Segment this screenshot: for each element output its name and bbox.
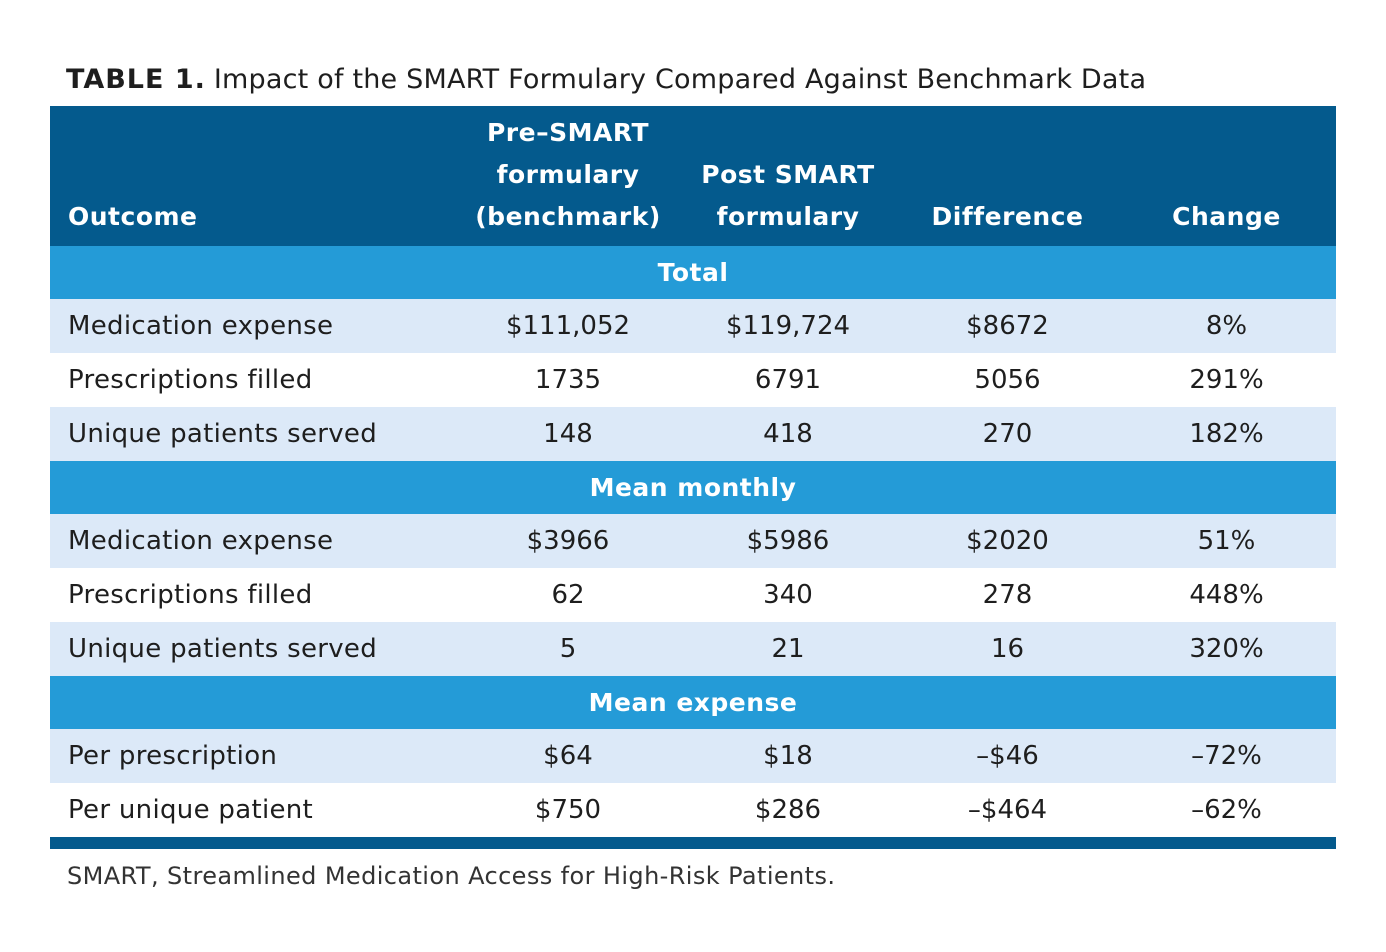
- cell-post: 418: [678, 407, 898, 461]
- table-row: Per prescription $64 $18 –$46 –72%: [50, 729, 1336, 783]
- table-row: Unique patients served 148 418 270 182%: [50, 407, 1336, 461]
- table-footnote: SMART, Streamlined Medication Access for…: [67, 862, 836, 890]
- table-row: Per unique patient $750 $286 –$464 –62%: [50, 783, 1336, 837]
- cell-pre: 62: [458, 568, 678, 622]
- table-header: Outcome Pre–SMART formulary (benchmark) Po…: [50, 106, 1336, 246]
- cell-outcome: Medication expense: [50, 514, 458, 568]
- cell-change: –72%: [1117, 729, 1336, 783]
- cell-pre: 1735: [458, 353, 678, 407]
- column-header-outcome: Outcome: [50, 106, 458, 246]
- cell-pre: 5: [458, 622, 678, 676]
- cell-difference: $2020: [898, 514, 1117, 568]
- cell-change: 320%: [1117, 622, 1336, 676]
- cell-post: $119,724: [678, 299, 898, 353]
- cell-difference: 16: [898, 622, 1117, 676]
- data-table: Outcome Pre–SMART formulary (benchmark) Po…: [50, 106, 1336, 837]
- cell-pre: 148: [458, 407, 678, 461]
- cell-outcome: Prescriptions filled: [50, 353, 458, 407]
- cell-post: 21: [678, 622, 898, 676]
- data-table-container: Outcome Pre–SMART formulary (benchmark) Po…: [50, 106, 1336, 849]
- cell-pre: $64: [458, 729, 678, 783]
- cell-outcome: Per unique patient: [50, 783, 458, 837]
- column-header-post-smart: Post SMART formulary: [678, 106, 898, 246]
- column-header-difference: Difference: [898, 106, 1117, 246]
- cell-difference: $8672: [898, 299, 1117, 353]
- cell-post: 6791: [678, 353, 898, 407]
- table-bottom-rule: [50, 837, 1336, 849]
- column-header-pre-smart: Pre–SMART formulary (benchmark): [458, 106, 678, 246]
- section-title: Total: [50, 246, 1336, 299]
- cell-post: $5986: [678, 514, 898, 568]
- table-row: Prescriptions filled 1735 6791 5056 291%: [50, 353, 1336, 407]
- cell-change: 448%: [1117, 568, 1336, 622]
- table-body: Total Medication expense $111,052 $119,724 $…: [50, 246, 1336, 837]
- cell-change: 8%: [1117, 299, 1336, 353]
- section-row: Total: [50, 246, 1336, 299]
- table-label: TABLE 1.: [66, 64, 206, 95]
- cell-change: 51%: [1117, 514, 1336, 568]
- column-header-change: Change: [1117, 106, 1336, 246]
- cell-change: 182%: [1117, 407, 1336, 461]
- cell-pre: $3966: [458, 514, 678, 568]
- table-row: Medication expense $111,052 $119,724 $8672 8…: [50, 299, 1336, 353]
- cell-pre: $111,052: [458, 299, 678, 353]
- cell-outcome: Per prescription: [50, 729, 458, 783]
- cell-difference: 278: [898, 568, 1117, 622]
- cell-post: 340: [678, 568, 898, 622]
- cell-difference: 270: [898, 407, 1117, 461]
- table-row: Unique patients served 5 21 16 320%: [50, 622, 1336, 676]
- table-row: Medication expense $3966 $5986 $2020 51%: [50, 514, 1336, 568]
- cell-outcome: Unique patients served: [50, 407, 458, 461]
- cell-outcome: Prescriptions filled: [50, 568, 458, 622]
- cell-change: –62%: [1117, 783, 1336, 837]
- section-row: Mean expense: [50, 676, 1336, 729]
- section-title: Mean monthly: [50, 461, 1336, 514]
- cell-outcome: Unique patients served: [50, 622, 458, 676]
- section-row: Mean monthly: [50, 461, 1336, 514]
- cell-difference: 5056: [898, 353, 1117, 407]
- table-caption: TABLE 1. Impact of the SMART Formulary Co…: [66, 60, 1146, 100]
- table-title: Impact of the SMART Formulary Compared A…: [213, 64, 1147, 95]
- cell-difference: –$464: [898, 783, 1117, 837]
- cell-difference: –$46: [898, 729, 1117, 783]
- cell-change: 291%: [1117, 353, 1336, 407]
- cell-pre: $750: [458, 783, 678, 837]
- cell-post: $18: [678, 729, 898, 783]
- section-title: Mean expense: [50, 676, 1336, 729]
- table-row: Prescriptions filled 62 340 278 448%: [50, 568, 1336, 622]
- cell-post: $286: [678, 783, 898, 837]
- header-row: Outcome Pre–SMART formulary (benchmark) Po…: [50, 106, 1336, 246]
- cell-outcome: Medication expense: [50, 299, 458, 353]
